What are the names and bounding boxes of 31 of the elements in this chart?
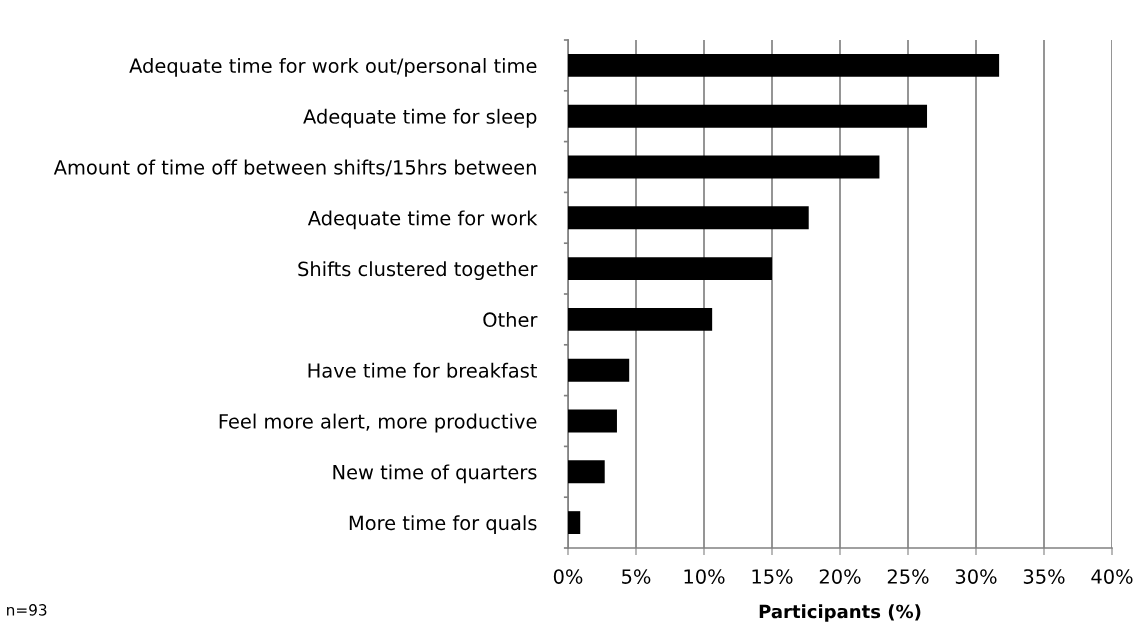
bar (568, 358, 630, 382)
y-tick-label: Have time for breakfast (308, 362, 537, 378)
y-tick-label: Feel more alert, more productive (219, 413, 537, 433)
bar (568, 104, 928, 128)
x-tick-label: 0% (553, 569, 583, 584)
bar (568, 511, 581, 535)
y-tick-label: Shifts clustered together (298, 261, 538, 281)
x-tick-label: 15% (752, 569, 793, 584)
y-tick-label: Adequate time for work (307, 210, 538, 230)
bar (568, 307, 713, 331)
bar (568, 206, 809, 230)
bar (568, 460, 605, 484)
x-tick-label: 10% (684, 569, 725, 584)
y-tick-label: Amount of time off between shifts/15hrs between (53, 159, 536, 177)
x-tick-label: 40% (1091, 569, 1133, 584)
y-tick-label: Other (483, 312, 538, 328)
y-tick-label: New time of quarters (333, 464, 537, 484)
x-tick-label: 25% (887, 569, 929, 584)
x-tick-label: 5% (622, 569, 651, 584)
bar (568, 409, 617, 433)
y-tick-label: Adequate time for work out/personal time (129, 58, 537, 77)
bar (568, 257, 772, 281)
x-tick-label: 30% (955, 569, 997, 584)
y-tick-label: More time for quals (349, 515, 537, 535)
bar (568, 53, 1000, 77)
y-tick-label: Adequate time for sleep (303, 108, 537, 128)
text: n=93 (7, 604, 47, 616)
x-tick-label: 35% (1023, 569, 1065, 584)
x-axis-title: Participants (%) (759, 604, 921, 622)
x-tick-label: 20% (819, 569, 861, 584)
bar (568, 155, 880, 179)
